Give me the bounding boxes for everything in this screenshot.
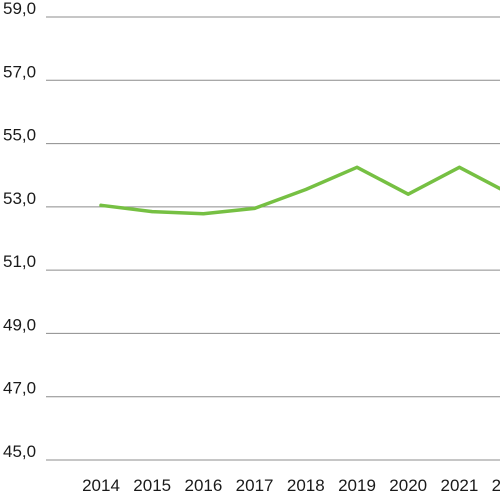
y-tick-label: 47,0	[3, 379, 36, 398]
data-point	[253, 206, 257, 210]
x-tick-label: 2017	[236, 476, 274, 495]
y-tick-label: 53,0	[3, 189, 36, 208]
y-tick-label: 59,0	[3, 0, 36, 18]
data-point	[406, 192, 410, 196]
x-axis-tick-labels: 2014 2015 2016 2017 2018 2019 2020 2021 2022	[82, 476, 500, 495]
x-tick-label: 2015	[133, 476, 171, 495]
y-tick-label: 45,0	[3, 442, 36, 461]
y-tick-label: 55,0	[3, 126, 36, 145]
x-tick-label: 2018	[287, 476, 325, 495]
x-tick-label: 2022	[492, 476, 500, 495]
x-tick-label: 2020	[389, 476, 427, 495]
y-axis-tick-labels: 45,0 47,0 49,0 51,0 53,0 55,0 57,0 59,0	[3, 0, 36, 461]
data-point	[355, 165, 359, 169]
y-tick-label: 51,0	[3, 252, 36, 271]
x-tick-label: 2014	[82, 476, 120, 495]
series	[99, 165, 500, 216]
data-point	[457, 165, 461, 169]
data-point	[150, 210, 154, 214]
y-tick-label: 49,0	[3, 315, 36, 334]
y-tick-label: 57,0	[3, 62, 36, 81]
data-point	[99, 203, 103, 207]
x-tick-label: 2021	[440, 476, 478, 495]
data-point	[304, 187, 308, 191]
x-tick-label: 2016	[184, 476, 222, 495]
gridlines	[46, 16, 500, 461]
data-point	[201, 212, 205, 216]
x-tick-label: 2019	[338, 476, 376, 495]
